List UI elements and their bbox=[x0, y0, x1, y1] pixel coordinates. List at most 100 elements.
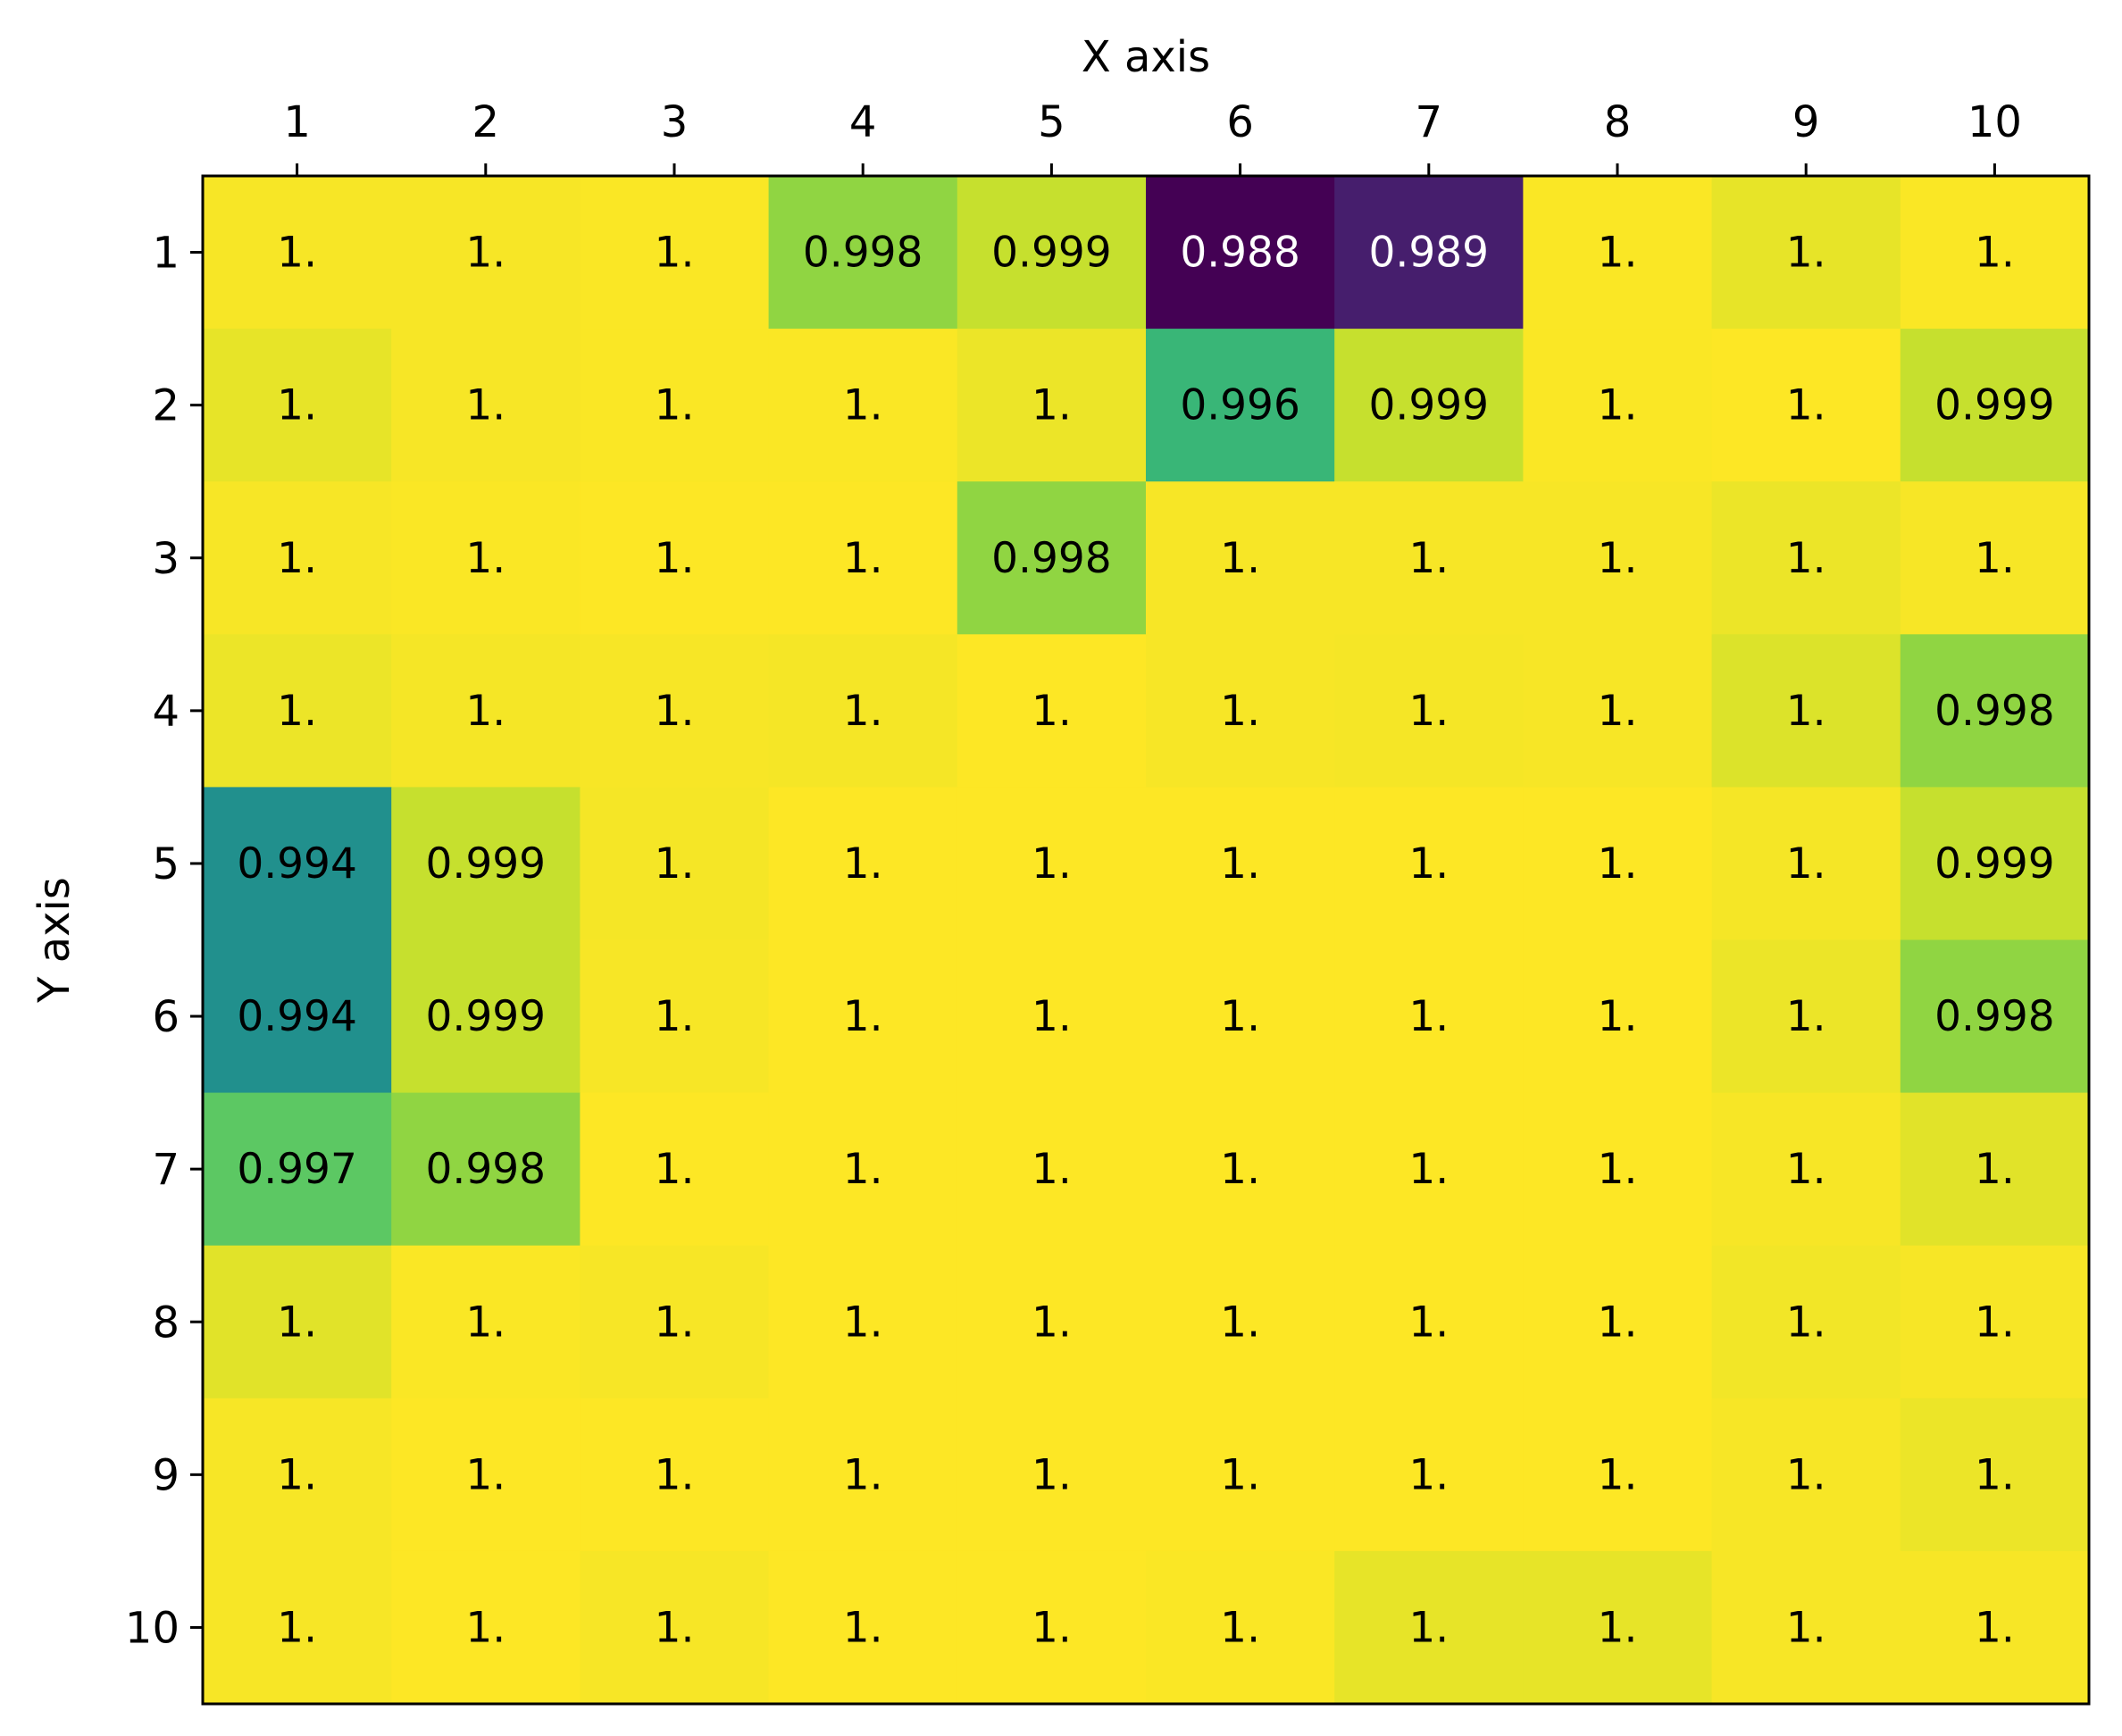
cell-value-label-r5-c8: 1. bbox=[1598, 839, 1638, 889]
heatmap-cell-r5-c8 bbox=[1523, 787, 1713, 941]
heatmap-cell-r8-c7 bbox=[1334, 1245, 1524, 1399]
y-axis-ticks: 1 2 3 4 5 6 7 8 9 10 bbox=[125, 229, 203, 1653]
cell-value-label-r6-c7: 1. bbox=[1408, 992, 1449, 1041]
cell-value-label-r7-c5: 1. bbox=[1032, 1145, 1072, 1194]
cell-value-label-r7-c6: 1. bbox=[1220, 1145, 1260, 1194]
cell-value-label-r5-c6: 1. bbox=[1220, 839, 1260, 889]
cell-value-label-r9-c6: 1. bbox=[1220, 1450, 1260, 1499]
cell-value-label-r8-c2: 1. bbox=[465, 1298, 505, 1347]
cell-value-label-r2-c1: 1. bbox=[277, 381, 317, 430]
heatmap-cell-r7-c2 bbox=[391, 1092, 581, 1247]
heatmap-cell-r2-c3 bbox=[580, 329, 770, 482]
heatmap-cell-r2-c1 bbox=[203, 329, 392, 482]
y-tick-label-10: 10 bbox=[125, 1603, 180, 1653]
heatmap-cell-r9-c8 bbox=[1523, 1398, 1713, 1552]
cell-value-label-r8-c7: 1. bbox=[1408, 1298, 1449, 1347]
cell-value-label-r5-c3: 1. bbox=[655, 839, 695, 889]
heatmap-cell-r2-c9 bbox=[1711, 329, 1901, 482]
cell-value-label-r4-c4: 1. bbox=[843, 687, 883, 736]
x-tick-label-1: 1 bbox=[283, 97, 311, 147]
heatmap-cell-r5-c3 bbox=[580, 787, 770, 941]
heatmap-cell-r5-c1 bbox=[203, 787, 392, 941]
cell-value-label-r9-c9: 1. bbox=[1786, 1450, 1826, 1499]
heatmap-cell-r3-c7 bbox=[1334, 481, 1524, 635]
heatmap-cell-r7-c1 bbox=[203, 1092, 392, 1247]
heatmap-cell-r3-c5 bbox=[957, 481, 1147, 635]
cell-value-label-r9-c1: 1. bbox=[277, 1450, 317, 1499]
cell-value-label-r3-c3: 1. bbox=[655, 534, 695, 583]
heatmap-cell-r1-c8 bbox=[1523, 176, 1713, 330]
cell-value-label-r4-c9: 1. bbox=[1786, 687, 1826, 736]
cell-value-label-r1-c3: 1. bbox=[655, 229, 695, 278]
cell-value-label-r5-c2: 0.999 bbox=[426, 839, 547, 889]
cell-value-label-r9-c5: 1. bbox=[1032, 1450, 1072, 1499]
cell-value-label-r3-c5: 0.998 bbox=[991, 534, 1112, 583]
heatmap-cell-r10-c4 bbox=[768, 1550, 958, 1705]
cell-value-label-r4-c3: 1. bbox=[655, 687, 695, 736]
cell-value-label-r9-c8: 1. bbox=[1598, 1450, 1638, 1499]
heatmap-cell-r5-c7 bbox=[1334, 787, 1524, 941]
heatmap-cell-r8-c2 bbox=[391, 1245, 581, 1399]
heatmap-cell-r9-c2 bbox=[391, 1398, 581, 1552]
heatmap-cell-r10-c9 bbox=[1711, 1550, 1901, 1705]
cell-value-label-r8-c1: 1. bbox=[277, 1298, 317, 1347]
heatmap-cell-r6-c9 bbox=[1711, 939, 1901, 1094]
x-tick-label-3: 3 bbox=[661, 97, 689, 147]
cell-value-label-r8-c8: 1. bbox=[1598, 1298, 1638, 1347]
cell-value-label-r4-c6: 1. bbox=[1220, 687, 1260, 736]
heatmap-cell-r1-c2 bbox=[391, 176, 581, 330]
cell-value-label-r2-c5: 1. bbox=[1032, 381, 1072, 430]
heatmap-cell-r4-c8 bbox=[1523, 634, 1713, 788]
x-tick-label-4: 4 bbox=[849, 97, 877, 147]
heatmap-cell-r10-c2 bbox=[391, 1550, 581, 1705]
heatmap-cell-r6-c10 bbox=[1900, 939, 2090, 1094]
heatmap-cell-r2-c4 bbox=[768, 329, 958, 482]
cell-value-label-r8-c4: 1. bbox=[843, 1298, 883, 1347]
cell-value-label-r10-c5: 1. bbox=[1032, 1603, 1072, 1652]
cell-value-label-r1-c8: 1. bbox=[1598, 229, 1638, 278]
heatmap-cell-r3-c8 bbox=[1523, 481, 1713, 635]
heatmap-cell-r4-c4 bbox=[768, 634, 958, 788]
heatmap-cell-r7-c5 bbox=[957, 1092, 1147, 1247]
cell-value-label-r1-c10: 1. bbox=[1975, 229, 2015, 278]
y-tick-label-8: 8 bbox=[152, 1298, 180, 1348]
heatmap-cell-r6-c3 bbox=[580, 939, 770, 1094]
x-axis-title: X axis bbox=[1082, 32, 1210, 82]
y-tick-label-1: 1 bbox=[152, 229, 180, 279]
heatmap-cell-r1-c9 bbox=[1711, 176, 1901, 330]
heatmap-cell-r3-c4 bbox=[768, 481, 958, 635]
cell-value-label-r4-c8: 1. bbox=[1598, 687, 1638, 736]
cell-value-label-r9-c10: 1. bbox=[1975, 1450, 2015, 1499]
heatmap-cell-r4-c2 bbox=[391, 634, 581, 788]
cell-value-label-r5-c5: 1. bbox=[1032, 839, 1072, 889]
x-axis-ticks: 1 2 3 4 5 6 7 8 9 10 bbox=[283, 97, 2022, 176]
cell-value-label-r3-c10: 1. bbox=[1975, 534, 2015, 583]
heatmap-cell-r6-c6 bbox=[1146, 939, 1335, 1094]
cell-value-label-r4-c5: 1. bbox=[1032, 687, 1072, 736]
heatmap-cell-r9-c4 bbox=[768, 1398, 958, 1552]
heatmap-cell-r10-c5 bbox=[957, 1550, 1147, 1705]
cell-value-label-r10-c1: 1. bbox=[277, 1603, 317, 1652]
cell-value-label-r3-c6: 1. bbox=[1220, 534, 1260, 583]
x-tick-label-6: 6 bbox=[1226, 97, 1254, 147]
cell-value-label-r6-c10: 0.998 bbox=[1934, 992, 2055, 1041]
heatmap-cell-r6-c4 bbox=[768, 939, 958, 1094]
cell-value-label-r3-c7: 1. bbox=[1408, 534, 1449, 583]
cell-value-label-r7-c8: 1. bbox=[1598, 1145, 1638, 1194]
heatmap-cell-r4-c3 bbox=[580, 634, 770, 788]
x-tick-label-5: 5 bbox=[1038, 97, 1065, 147]
cell-value-label-r10-c4: 1. bbox=[843, 1603, 883, 1652]
heatmap-cell-r3-c3 bbox=[580, 481, 770, 635]
cell-value-labels: 1. 1. 1. 0.998 0.999 0.988 0.989 1. 1. 1. 1. 1. 1. 1.… bbox=[237, 229, 2054, 1653]
heatmap-cell-r9-c9 bbox=[1711, 1398, 1901, 1552]
cell-value-label-r7-c3: 1. bbox=[655, 1145, 695, 1194]
cell-value-label-r4-c1: 1. bbox=[277, 687, 317, 736]
heatmap-cell-r7-c3 bbox=[580, 1092, 770, 1247]
heatmap-cell-r8-c6 bbox=[1146, 1245, 1335, 1399]
heatmap-cell-r10-c3 bbox=[580, 1550, 770, 1705]
cell-value-label-r5-c1: 0.994 bbox=[237, 839, 357, 889]
cell-value-label-r8-c6: 1. bbox=[1220, 1298, 1260, 1347]
heatmap-cells bbox=[203, 176, 2090, 1705]
x-tick-label-10: 10 bbox=[1967, 97, 2022, 147]
